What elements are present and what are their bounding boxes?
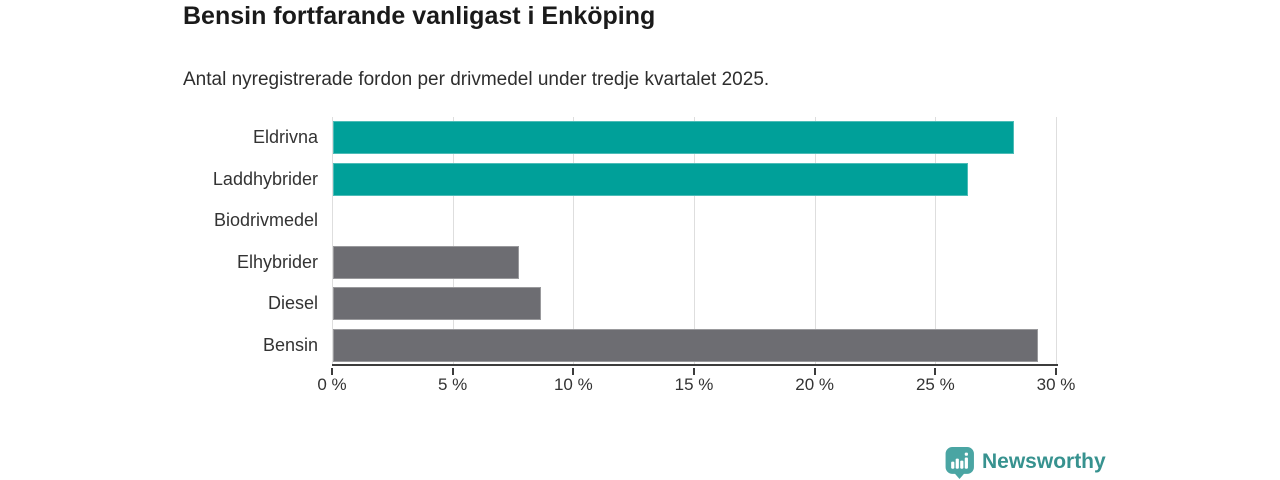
x-tick-label-30: 30 % [1036,375,1076,394]
brand-name: Newsworthy [982,449,1106,473]
x-tick-10 [572,368,575,375]
gridline-10 [573,117,575,364]
gridline-5 [452,117,454,364]
newsworthy-logo: Newsworthy [944,446,1106,479]
bar-laddhybrider [333,162,968,196]
x-tick-label-5: 5 % [438,375,468,394]
x-tick-label-25: 25 % [915,375,955,394]
x-tick-label-20: 20 % [795,375,835,394]
x-tick-15 [693,368,695,375]
gridline-25 [935,117,937,364]
gridline-0 [332,117,333,364]
chart-subtitle: Antal nyregistrerade fordon per drivmede… [183,69,770,90]
x-tick-25 [934,368,937,375]
x-tick-label-0: 0 % [317,375,347,394]
category-label-eldrivna: Eldrivna [252,127,318,148]
bar-eldrivna [333,121,1014,155]
gridline-20 [814,117,816,364]
x-tick-30 [1055,368,1057,375]
x-tick-5 [451,368,454,375]
category-label-laddhybrider: Laddhybrider [212,168,318,189]
bar-bensin [333,328,1038,362]
chart-title: Bensin fortfarande vanligast i Enköping [183,2,656,30]
gridline-30 [1056,117,1057,364]
newsworthy-bar-chart-bubble-icon [945,447,974,479]
bar-elhybrider [333,245,519,279]
gridline-15 [694,117,695,364]
plot-area [332,117,1058,366]
x-tick-label-10: 10 % [553,375,593,394]
x-tick-label-15: 15 % [674,375,714,394]
x-tick-0 [331,368,333,375]
x-tick-20 [813,368,816,375]
category-label-diesel: Diesel [267,293,318,314]
category-label-elhybrider: Elhybrider [236,251,318,272]
bar-diesel [333,287,541,321]
category-label-biodrivmedel: Biodrivmedel [213,210,318,231]
category-label-bensin: Bensin [262,334,318,355]
